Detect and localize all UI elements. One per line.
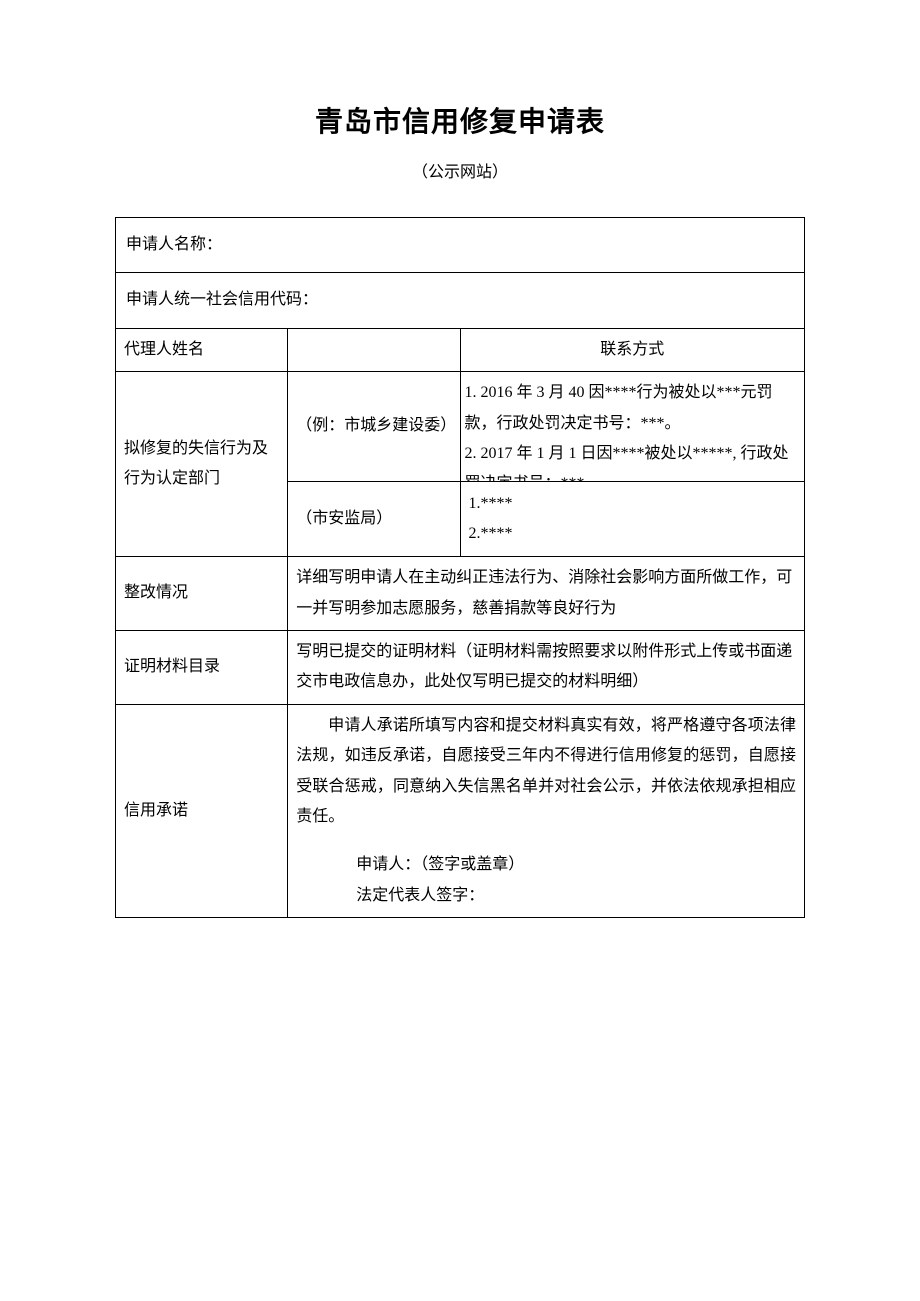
commitment-text: 申请人承诺所填写内容和提交材料真实有效，将严格遵守各项法律法规，如违反承诺，自愿… [296, 711, 796, 833]
dept1-name: （例：市城乡建设委） [288, 372, 460, 482]
dept2-name: （市安监局） [288, 482, 460, 557]
rectification-text: 详细写明申请人在主动纠正违法行为、消除社会影响方面所做工作，可一并写明参加志愿服… [288, 557, 805, 631]
row-dept1: 拟修复的失信行为及行为认定部门 （例：市城乡建设委） 1. 2016 年 3 月… [116, 372, 805, 482]
form-subtitle: （公示网站） [115, 158, 805, 182]
contact-label: 联系方式 [460, 328, 805, 371]
row-commitment: 信用承诺 申请人承诺所填写内容和提交材料真实有效，将严格遵守各项法律法规，如违反… [116, 704, 805, 917]
credit-code-cell: 申请人统一社会信用代码： [116, 273, 805, 328]
evidence-label: 证明材料目录 [116, 630, 288, 704]
commitment-cell: 申请人承诺所填写内容和提交材料真实有效，将严格遵守各项法律法规，如违反承诺，自愿… [288, 704, 805, 917]
dept1-detail: 1. 2016 年 3 月 40 因****行为被处以***元罚款，行政处罚决定… [460, 372, 805, 482]
row-evidence: 证明材料目录 写明已提交的证明材料（证明材料需按照要求以附件形式上传或书面递交市… [116, 630, 805, 704]
agent-name-value [288, 328, 460, 371]
row-applicant-name: 申请人名称： [116, 218, 805, 273]
signature-block: 申请人：（签字或盖章） 法定代表人签字： [356, 850, 796, 911]
row-rectification: 整改情况 详细写明申请人在主动纠正违法行为、消除社会影响方面所做工作，可一并写明… [116, 557, 805, 631]
row-agent: 代理人姓名 联系方式 [116, 328, 805, 371]
dept1-detail-text: 1. 2016 年 3 月 40 因****行为被处以***元罚款，行政处罚决定… [465, 378, 801, 482]
application-form-table: 申请人名称： 申请人统一社会信用代码： 代理人姓名 联系方式 拟修复的失信行为及… [115, 217, 805, 918]
row-credit-code: 申请人统一社会信用代码： [116, 273, 805, 328]
dept2-detail: 1.****2.**** [460, 482, 805, 557]
applicant-name-cell: 申请人名称： [116, 218, 805, 273]
sign-legal: 法定代表人签字： [356, 881, 796, 911]
evidence-text: 写明已提交的证明材料（证明材料需按照要求以附件形式上传或书面递交市电政信息办，此… [288, 630, 805, 704]
agent-name-label: 代理人姓名 [116, 328, 288, 371]
sign-applicant: 申请人：（签字或盖章） [356, 850, 796, 880]
form-title: 青岛市信用修复申请表 [115, 100, 805, 140]
repair-behavior-label: 拟修复的失信行为及行为认定部门 [116, 372, 288, 557]
rectification-label: 整改情况 [116, 557, 288, 631]
commitment-label: 信用承诺 [116, 704, 288, 917]
